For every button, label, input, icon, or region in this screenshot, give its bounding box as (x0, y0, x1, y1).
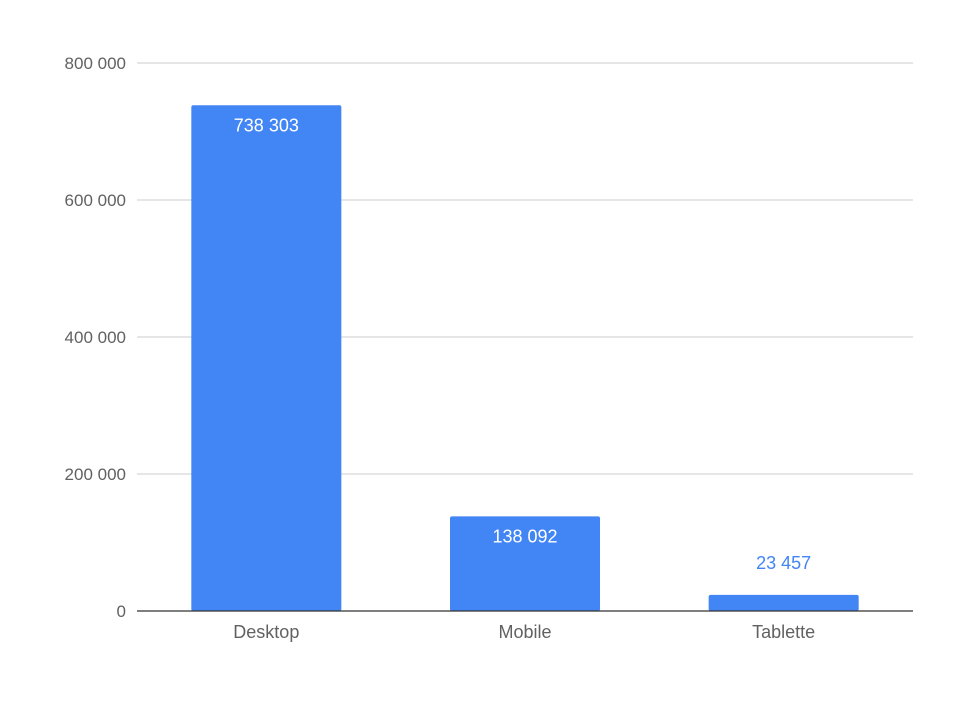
x-category-label: Mobile (498, 622, 551, 642)
x-category-label: Desktop (233, 622, 299, 642)
x-category-label: Tablette (752, 622, 815, 642)
data-label: 138 092 (492, 526, 557, 546)
bar-desktop (191, 105, 342, 611)
x-axis-category-labels: Desktop Mobile Tablette (233, 622, 815, 642)
y-tick-label: 400 000 (65, 328, 126, 347)
bar-mobile (449, 516, 601, 611)
y-tick-label: 600 000 (65, 191, 126, 210)
data-label: 23 457 (756, 553, 811, 573)
bar-tablette (708, 594, 859, 611)
y-tick-label: 0 (117, 602, 126, 621)
y-tick-label: 800 000 (65, 54, 126, 73)
data-labels: 738 303 138 092 23 457 (234, 115, 811, 573)
data-label: 738 303 (234, 115, 299, 135)
bars (191, 105, 859, 611)
y-tick-label: 200 000 (65, 465, 126, 484)
y-axis-tick-labels: 0 200 000 400 000 600 000 800 000 (65, 54, 126, 621)
